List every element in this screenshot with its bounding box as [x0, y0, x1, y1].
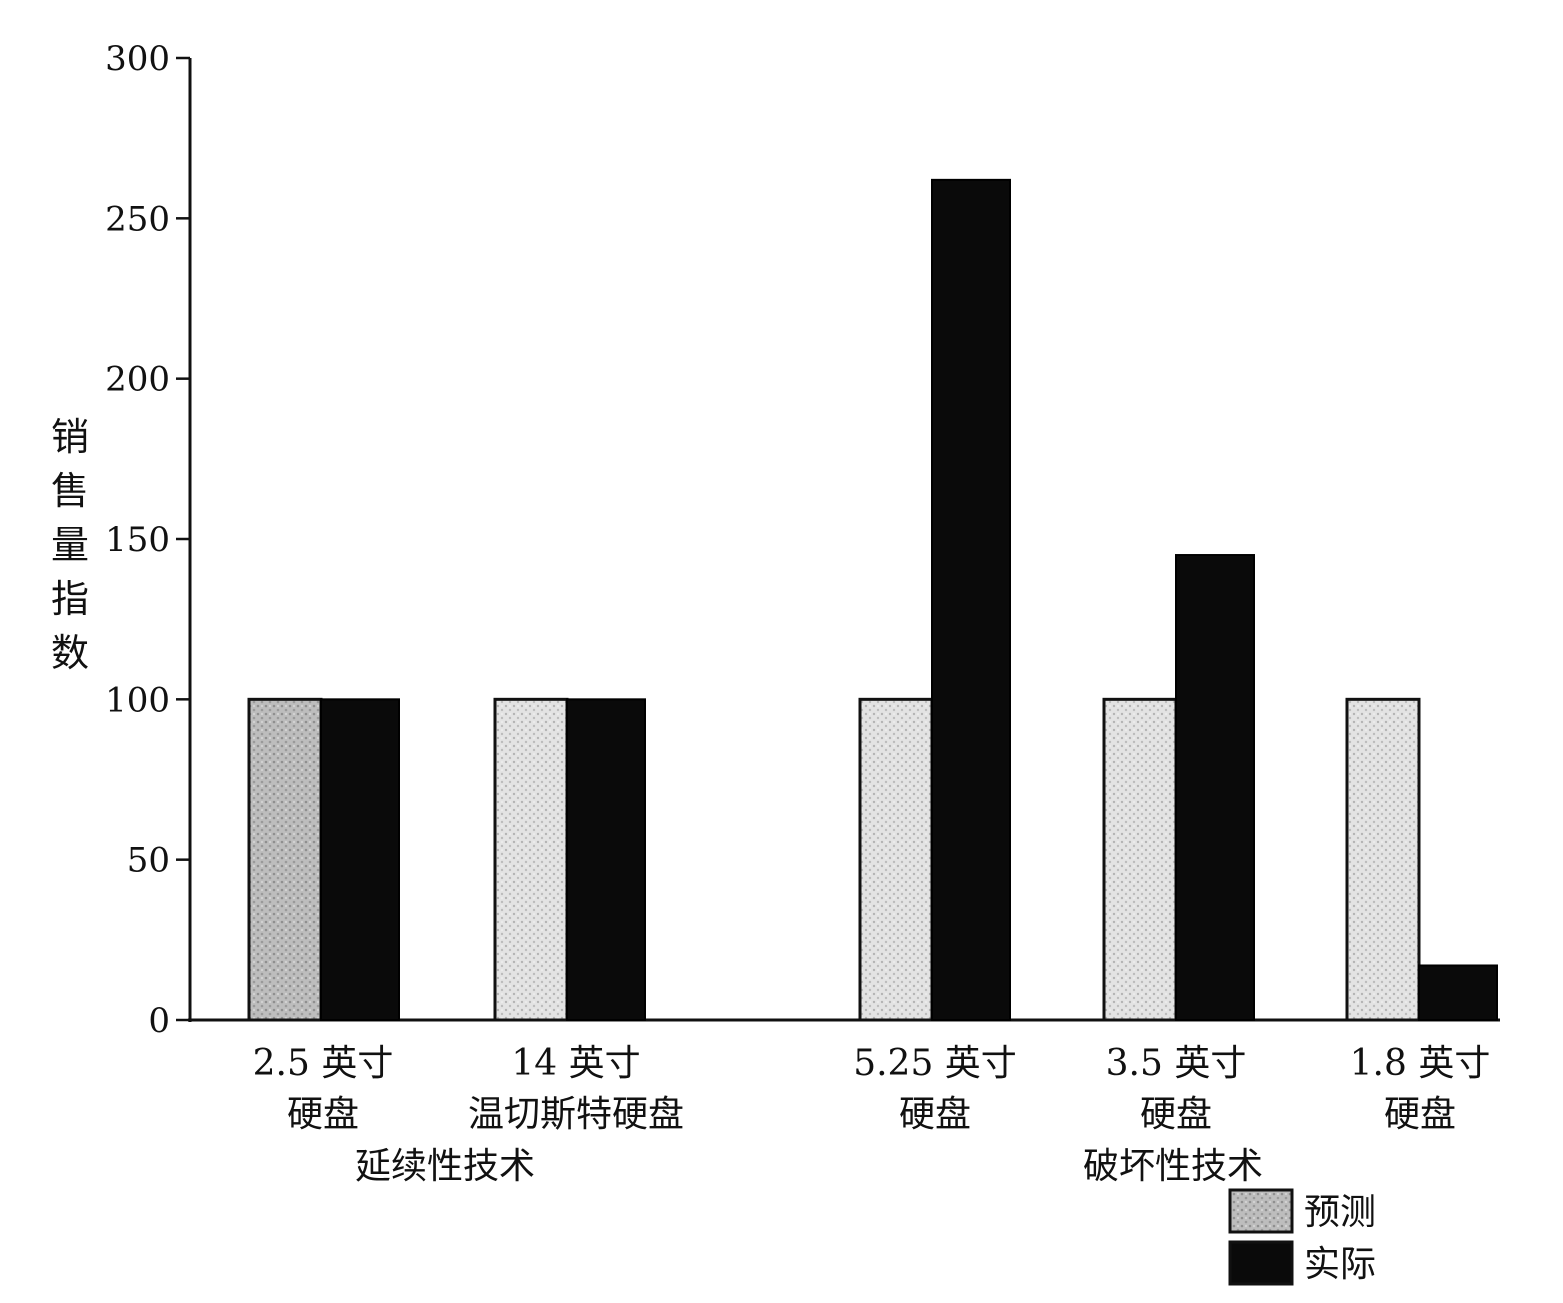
category-label-line1: 2.5 英寸 [253, 1043, 394, 1084]
category-label-line2: 硬盘 [1140, 1094, 1212, 1135]
bar-forecast [247, 697, 323, 1022]
y-tick-label: 0 [148, 1001, 170, 1041]
y-axis-label-char: 销 [50, 415, 89, 459]
bar-forecast [1345, 697, 1421, 1022]
category-label-line1: 14 英寸 [511, 1043, 640, 1084]
category-label-line1: 5.25 英寸 [853, 1043, 1017, 1084]
bar-actual [1418, 964, 1498, 1022]
bar-actual [566, 698, 646, 1021]
category-label-line2: 硬盘 [899, 1094, 971, 1135]
category-label-line2: 硬盘 [1384, 1094, 1456, 1135]
bar-forecast [1102, 697, 1178, 1022]
legend-swatch [1228, 1188, 1294, 1234]
y-axis-label-char: 数 [50, 631, 89, 675]
legend-label: 预测 [1304, 1192, 1376, 1233]
category-label-line1: 1.8 英寸 [1350, 1043, 1491, 1084]
y-tick-label: 250 [105, 199, 170, 239]
category-label-line2: 硬盘 [287, 1094, 359, 1135]
axes: 0 50 100 150 200 250 300 [105, 39, 1500, 1041]
y-tick-label: 300 [105, 39, 170, 79]
y-axis-label-char: 指 [50, 577, 89, 621]
category-label-line2: 温切斯特硬盘 [468, 1094, 684, 1135]
y-tick-label: 150 [105, 520, 170, 560]
group-label: 破坏性技术 [1083, 1146, 1263, 1187]
bar-actual [1175, 554, 1255, 1021]
bar-actual [931, 178, 1011, 1021]
y-axis-label-char: 售 [50, 469, 89, 513]
category-label-line1: 3.5 英寸 [1106, 1043, 1247, 1084]
y-tick-label: 100 [105, 680, 170, 720]
y-tick-label: 50 [127, 841, 170, 881]
bars [247, 178, 1498, 1022]
y-tick-label: 200 [105, 360, 170, 400]
group-label: 延续性技术 [355, 1146, 535, 1187]
bar-forecast [493, 697, 569, 1022]
legend-swatch [1228, 1240, 1294, 1286]
y-axis-label-char: 量 [50, 523, 89, 567]
bar-actual [320, 698, 400, 1021]
bar-forecast [858, 697, 934, 1022]
legend-label: 实际 [1304, 1244, 1376, 1285]
